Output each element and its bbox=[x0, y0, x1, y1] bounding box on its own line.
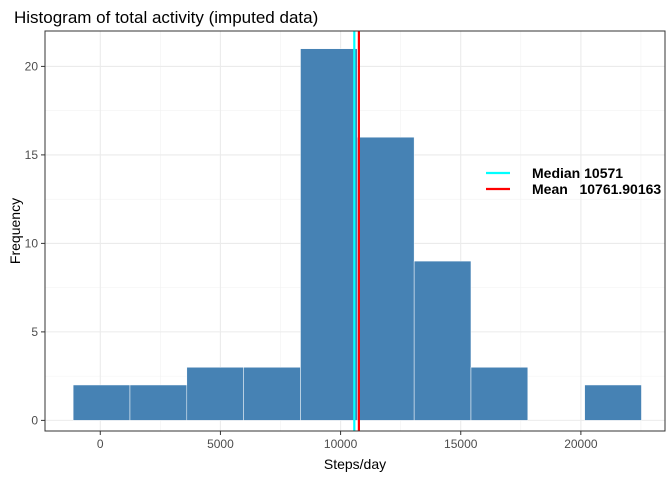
y-tick-label: 20 bbox=[25, 59, 39, 73]
histogram-bar-1 bbox=[72, 384, 131, 421]
x-tick-label: 5000 bbox=[207, 437, 234, 451]
x-tick-label: 20000 bbox=[564, 437, 598, 451]
tick-layer: 0 5000 10000 15000 20000 0 5 10 15 20 bbox=[25, 59, 598, 451]
y-axis-title: Frequency bbox=[7, 198, 23, 264]
bar-layer bbox=[72, 48, 642, 421]
x-axis-title: Steps/day bbox=[324, 456, 386, 472]
histogram-bar-6 bbox=[357, 136, 415, 421]
x-tick-label: 0 bbox=[97, 437, 104, 451]
x-tick-label: 10000 bbox=[324, 437, 358, 451]
histogram-bar-2 bbox=[129, 384, 188, 421]
chart-title: Histogram of total activity (imputed dat… bbox=[14, 8, 318, 27]
x-tick-label: 15000 bbox=[444, 437, 478, 451]
histogram-bar-3 bbox=[186, 367, 244, 421]
histogram-bar-10 bbox=[584, 384, 642, 421]
histogram-bar-5 bbox=[300, 48, 358, 421]
histogram-bar-8 bbox=[470, 367, 529, 421]
y-tick-label: 10 bbox=[25, 236, 39, 250]
plot-panel-border bbox=[44, 30, 666, 432]
histogram-bar-4 bbox=[243, 367, 301, 421]
legend-label-mean: Mean 10761.90163 bbox=[532, 181, 661, 197]
y-tick-label: 0 bbox=[31, 413, 38, 427]
y-tick-label: 15 bbox=[25, 148, 39, 162]
legend-label-median: Median 10571 bbox=[532, 165, 623, 181]
y-tick-label: 5 bbox=[31, 325, 38, 339]
reference-line-layer bbox=[353, 31, 360, 431]
histogram-bar-7 bbox=[413, 260, 472, 421]
